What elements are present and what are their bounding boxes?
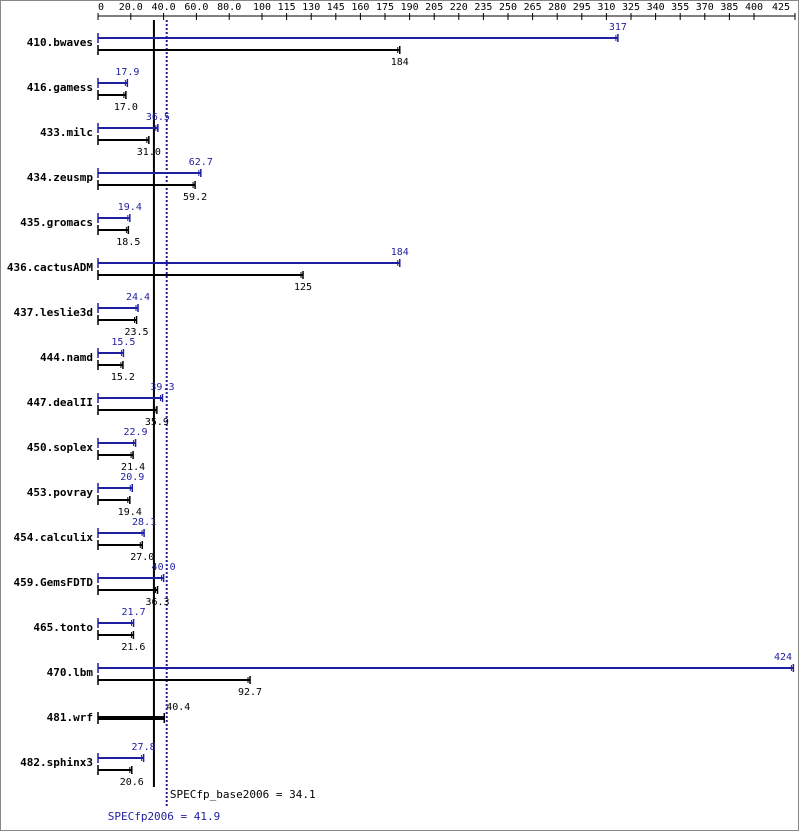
reference-label: SPECfp2006 = 41.9: [108, 810, 221, 823]
value-label: 21.4: [121, 462, 145, 473]
x-tick-label: 190: [401, 2, 419, 13]
value-label: 27.0: [130, 552, 154, 563]
x-tick-label: 175: [376, 2, 394, 13]
value-label: 15.5: [111, 337, 135, 348]
value-label: 317: [609, 22, 627, 33]
value-label: 19.4: [118, 507, 142, 518]
value-label: 21.6: [121, 642, 145, 653]
value-label: 23.5: [124, 327, 148, 338]
category-label: 435.gromacs: [20, 216, 93, 229]
x-tick-label: 280: [548, 2, 566, 13]
x-tick-label: 205: [425, 2, 443, 13]
value-label: 17.9: [115, 67, 139, 78]
x-tick-label: 220: [450, 2, 468, 13]
value-label: 21.7: [122, 607, 146, 618]
value-label: 39.3: [150, 382, 174, 393]
value-label: 22.9: [124, 427, 148, 438]
category-label: 433.milc: [40, 126, 93, 139]
category-label: 482.sphinx3: [20, 756, 93, 769]
category-label: 453.povray: [27, 486, 94, 499]
x-tick-label: 385: [720, 2, 738, 13]
x-tick-label: 100: [253, 2, 271, 13]
x-tick-label: 235: [474, 2, 492, 13]
value-label: 24.4: [126, 292, 150, 303]
category-label: 444.namd: [40, 351, 93, 364]
value-label: 27.8: [132, 742, 156, 753]
category-label: 470.lbm: [47, 666, 94, 679]
value-label: 40.0: [152, 562, 176, 573]
x-tick-label: 425: [772, 2, 790, 13]
x-tick-label: 325: [622, 2, 640, 13]
value-label: 17.0: [114, 102, 138, 113]
category-label: 437.leslie3d: [14, 306, 93, 319]
category-label: 436.cactusADM: [7, 261, 93, 274]
category-label: 465.tonto: [33, 621, 93, 634]
category-label: 434.zeusmp: [27, 171, 94, 184]
x-tick-label: 340: [647, 2, 665, 13]
x-tick-label: 250: [499, 2, 517, 13]
value-label: 62.7: [189, 157, 213, 168]
category-label: 410.bwaves: [27, 36, 93, 49]
x-tick-label: 80.0: [217, 2, 241, 13]
x-tick-label: 130: [302, 2, 320, 13]
value-label: 36.5: [146, 112, 170, 123]
x-tick-label: 310: [597, 2, 615, 13]
value-label: 36.3: [145, 597, 169, 608]
x-tick-label: 355: [671, 2, 689, 13]
category-label: 454.calculix: [14, 531, 94, 544]
x-tick-label: 40.0: [152, 2, 176, 13]
value-label: 125: [294, 282, 312, 293]
x-tick-label: 160: [351, 2, 369, 13]
x-tick-label: 145: [327, 2, 345, 13]
category-label: 447.dealII: [27, 396, 93, 409]
x-tick-label: 265: [524, 2, 542, 13]
value-label: 184: [391, 247, 409, 258]
value-label: 184: [391, 57, 409, 68]
value-label: 40.4: [166, 702, 190, 713]
x-tick-label: 0: [98, 2, 104, 13]
value-label: 31.0: [137, 147, 161, 158]
value-label: 92.7: [238, 687, 262, 698]
x-tick-label: 295: [573, 2, 591, 13]
value-label: 28.1: [132, 517, 156, 528]
category-label: 450.soplex: [27, 441, 94, 454]
value-label: 35.9: [145, 417, 169, 428]
value-label: 20.9: [120, 472, 144, 483]
category-label: 459.GemsFDTD: [14, 576, 94, 589]
value-label: 20.6: [120, 777, 144, 788]
x-tick-label: 400: [745, 2, 763, 13]
x-tick-label: 20.0: [119, 2, 143, 13]
category-label: 416.gamess: [27, 81, 93, 94]
x-tick-label: 370: [696, 2, 714, 13]
value-label: 59.2: [183, 192, 207, 203]
value-label: 424: [774, 652, 792, 663]
category-label: 481.wrf: [47, 711, 93, 724]
reference-label: SPECfp_base2006 = 34.1: [170, 788, 316, 801]
value-label: 15.2: [111, 372, 135, 383]
value-label: 19.4: [118, 202, 142, 213]
value-label: 18.5: [116, 237, 140, 248]
x-tick-label: 60.0: [184, 2, 208, 13]
x-tick-label: 115: [278, 2, 296, 13]
